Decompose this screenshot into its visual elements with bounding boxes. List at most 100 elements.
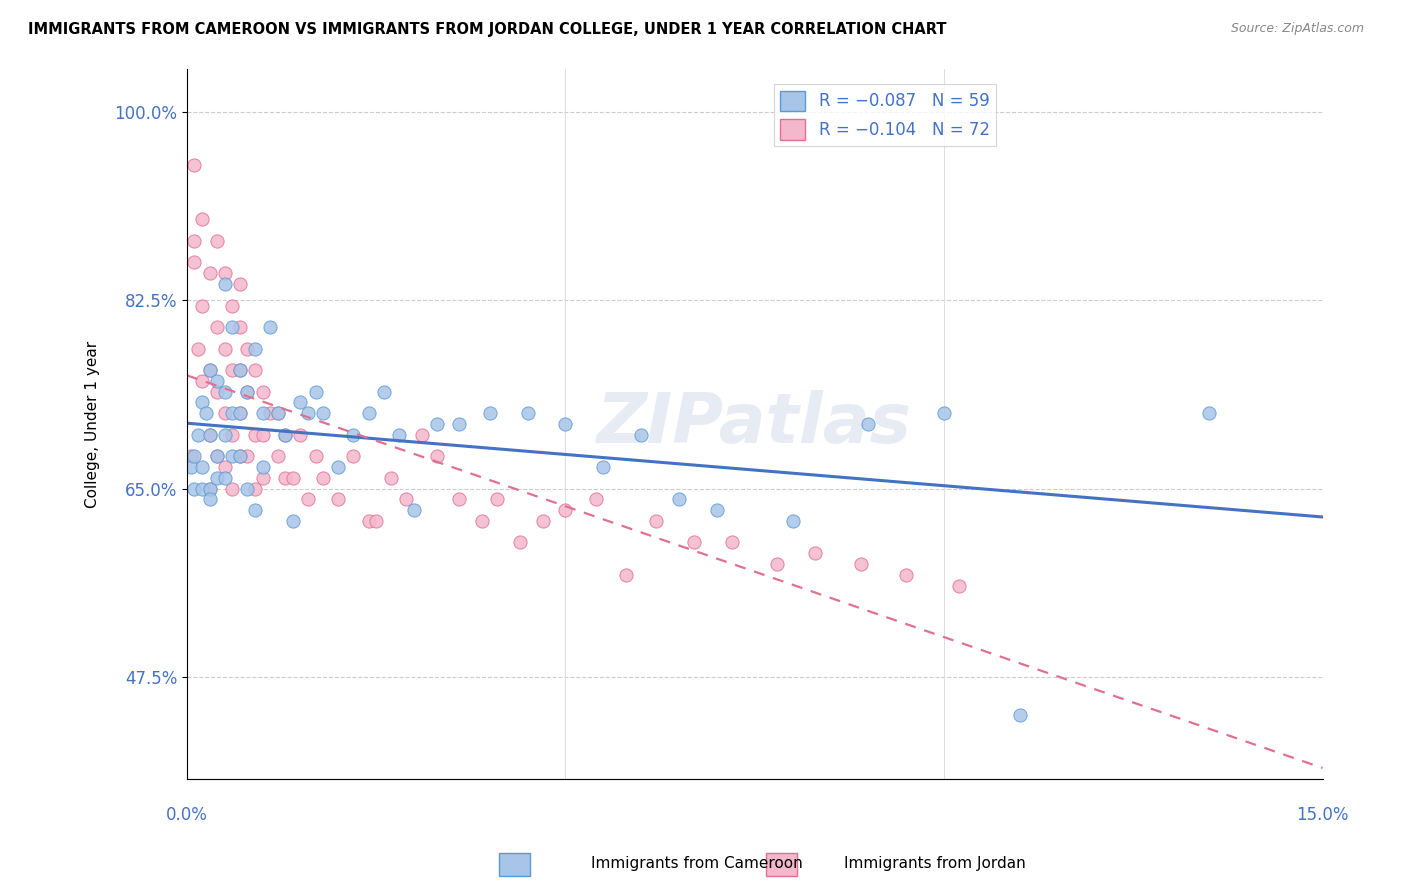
Point bbox=[198, 427, 221, 442]
Point bbox=[402, 503, 425, 517]
Point bbox=[221, 320, 243, 334]
Point bbox=[221, 298, 243, 312]
Point bbox=[630, 427, 652, 442]
Point bbox=[1198, 406, 1220, 420]
Point bbox=[252, 471, 274, 485]
Point bbox=[509, 535, 531, 549]
Point bbox=[426, 417, 449, 431]
Point bbox=[380, 471, 402, 485]
Point bbox=[243, 503, 266, 517]
Point bbox=[183, 255, 205, 269]
Point bbox=[281, 514, 304, 528]
Point bbox=[267, 450, 290, 464]
Point bbox=[221, 427, 243, 442]
Point bbox=[342, 450, 364, 464]
Point bbox=[274, 427, 297, 442]
Point bbox=[183, 482, 205, 496]
Point bbox=[585, 492, 607, 507]
Point bbox=[229, 450, 252, 464]
Point bbox=[221, 482, 243, 496]
Point bbox=[614, 567, 637, 582]
Point bbox=[449, 492, 471, 507]
Point bbox=[214, 266, 236, 280]
Point bbox=[214, 406, 236, 420]
Point bbox=[290, 395, 312, 409]
Point bbox=[243, 363, 266, 377]
Point bbox=[328, 492, 350, 507]
Point bbox=[198, 427, 221, 442]
Point bbox=[449, 417, 471, 431]
Text: Source: ZipAtlas.com: Source: ZipAtlas.com bbox=[1230, 22, 1364, 36]
Point bbox=[191, 212, 214, 227]
Point bbox=[395, 492, 418, 507]
Point bbox=[243, 482, 266, 496]
Point bbox=[932, 406, 955, 420]
Point bbox=[180, 450, 202, 464]
Point bbox=[198, 266, 221, 280]
Point bbox=[373, 384, 395, 399]
Point bbox=[214, 384, 236, 399]
Legend: R = −0.087   N = 59, R = −0.104   N = 72: R = −0.087 N = 59, R = −0.104 N = 72 bbox=[773, 84, 997, 146]
Point bbox=[252, 460, 274, 475]
Point bbox=[191, 298, 214, 312]
Point bbox=[214, 427, 236, 442]
Point bbox=[236, 384, 259, 399]
Point bbox=[849, 557, 872, 571]
Point bbox=[252, 427, 274, 442]
Point bbox=[205, 320, 228, 334]
Point bbox=[236, 482, 259, 496]
Point bbox=[312, 406, 335, 420]
Point bbox=[948, 578, 970, 592]
Text: IMMIGRANTS FROM CAMEROON VS IMMIGRANTS FROM JORDAN COLLEGE, UNDER 1 YEAR CORRELA: IMMIGRANTS FROM CAMEROON VS IMMIGRANTS F… bbox=[28, 22, 946, 37]
Point bbox=[357, 406, 380, 420]
Point bbox=[191, 482, 214, 496]
Point bbox=[198, 482, 221, 496]
Point bbox=[267, 406, 290, 420]
Text: 15.0%: 15.0% bbox=[1296, 806, 1348, 824]
Point bbox=[236, 450, 259, 464]
Point bbox=[205, 450, 228, 464]
Point bbox=[858, 417, 880, 431]
Point bbox=[252, 406, 274, 420]
Point bbox=[187, 342, 209, 356]
Y-axis label: College, Under 1 year: College, Under 1 year bbox=[86, 341, 100, 508]
Point bbox=[259, 406, 281, 420]
Point bbox=[229, 406, 252, 420]
Point bbox=[236, 342, 259, 356]
Point bbox=[290, 427, 312, 442]
Point bbox=[191, 395, 214, 409]
Point bbox=[411, 427, 433, 442]
Point bbox=[592, 460, 614, 475]
Point bbox=[229, 320, 252, 334]
Point bbox=[267, 406, 290, 420]
Point bbox=[426, 450, 449, 464]
Point bbox=[782, 514, 804, 528]
Point bbox=[205, 234, 228, 248]
Point bbox=[304, 384, 326, 399]
Point bbox=[706, 503, 728, 517]
Point bbox=[281, 471, 304, 485]
Point bbox=[804, 546, 827, 560]
Point bbox=[221, 406, 243, 420]
Point bbox=[486, 492, 509, 507]
Point bbox=[180, 460, 202, 475]
Point bbox=[191, 460, 214, 475]
Point bbox=[214, 277, 236, 291]
Point bbox=[342, 427, 364, 442]
Point bbox=[531, 514, 554, 528]
Point bbox=[221, 450, 243, 464]
Point bbox=[198, 482, 221, 496]
Point bbox=[274, 471, 297, 485]
Point bbox=[312, 471, 335, 485]
Point bbox=[259, 320, 281, 334]
Point bbox=[236, 384, 259, 399]
Point bbox=[645, 514, 668, 528]
Point bbox=[388, 427, 411, 442]
Point bbox=[304, 450, 326, 464]
Point bbox=[183, 450, 205, 464]
Point bbox=[229, 277, 252, 291]
Point bbox=[471, 514, 494, 528]
Point bbox=[297, 492, 319, 507]
Point bbox=[191, 374, 214, 388]
Text: 0.0%: 0.0% bbox=[166, 806, 208, 824]
